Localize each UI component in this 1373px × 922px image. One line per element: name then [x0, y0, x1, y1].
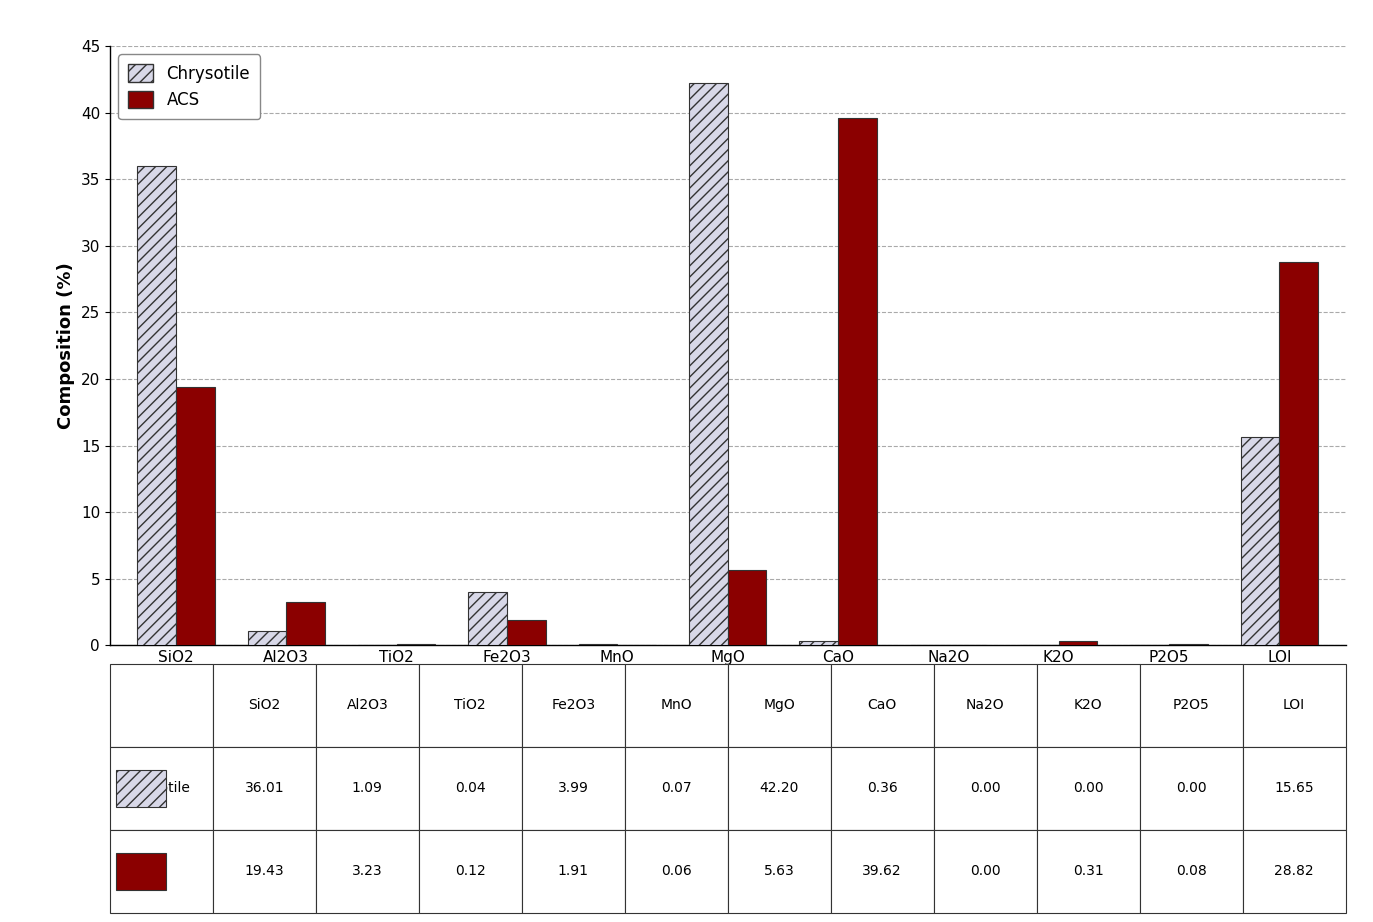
Bar [468, 592, 507, 645]
Bar [507, 620, 545, 645]
Bar [1059, 642, 1097, 645]
Bar [1280, 262, 1318, 645]
Legend: Chrysotile, ACS: Chrysotile, ACS [118, 54, 259, 119]
Bar [176, 386, 214, 645]
Bar [1241, 437, 1280, 645]
Bar [397, 644, 435, 645]
Bar [579, 644, 618, 645]
Bar [1168, 644, 1208, 645]
Bar [799, 641, 838, 645]
Bar [287, 602, 325, 645]
Bar [728, 571, 766, 645]
Bar [137, 166, 176, 645]
Bar [247, 631, 287, 645]
Bar [838, 118, 876, 645]
Y-axis label: Composition (%): Composition (%) [58, 263, 76, 429]
Bar [689, 83, 728, 645]
